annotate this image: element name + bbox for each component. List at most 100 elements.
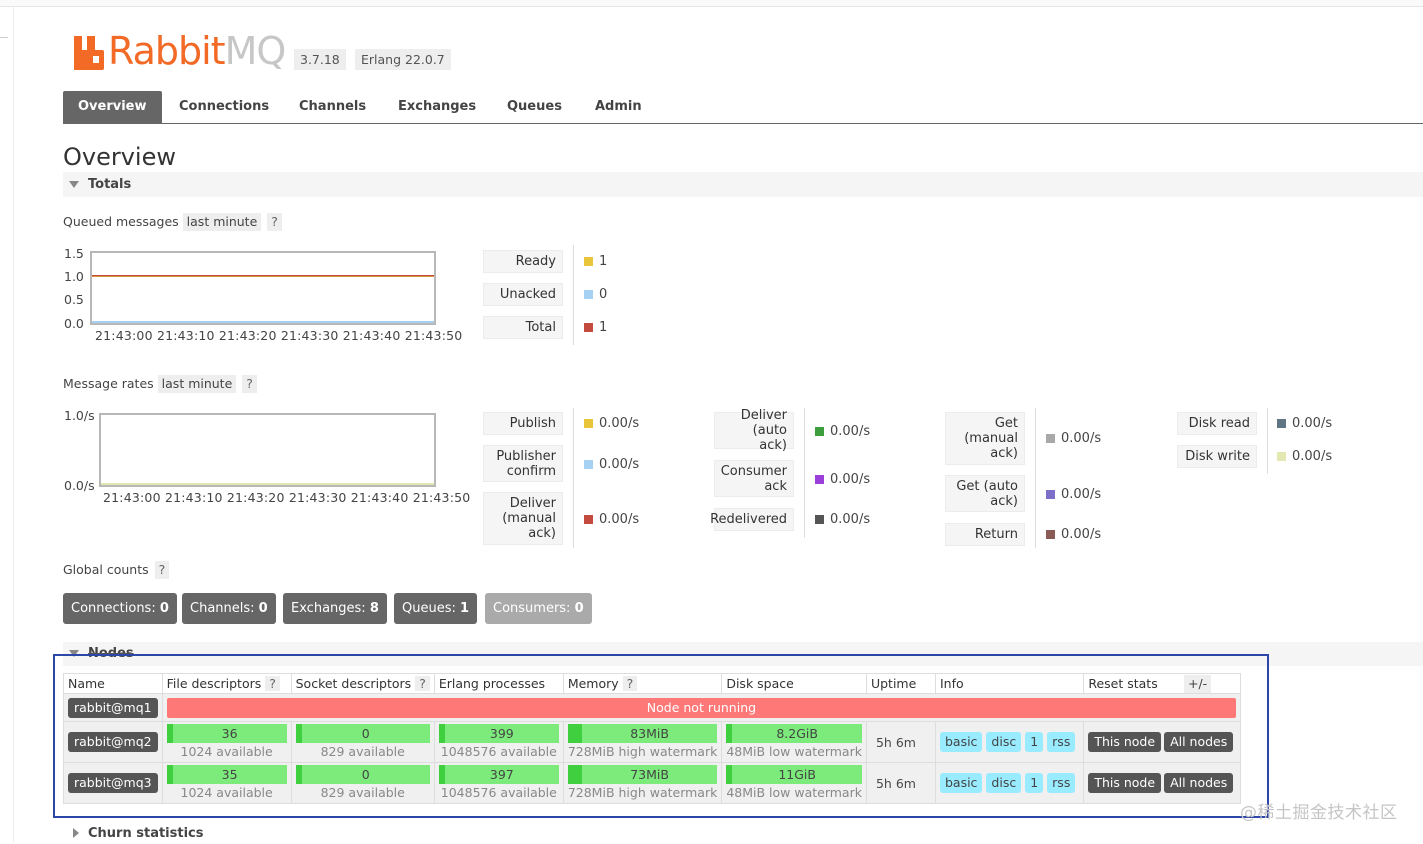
rates-help-icon[interactable]: ? bbox=[242, 375, 257, 393]
queued-messages-label: Queued messages last minute? bbox=[63, 213, 282, 231]
legend-consumer-ack: Consumer ack bbox=[714, 460, 794, 497]
legend-deliver-manual: Deliver (manual ack) bbox=[483, 492, 563, 545]
info-disc-badge[interactable]: disc bbox=[986, 732, 1022, 752]
rabbitmq-logo-icon bbox=[74, 36, 104, 70]
ep-available: 1048576 available bbox=[440, 785, 557, 800]
collapse-triangle-icon bbox=[69, 180, 79, 188]
reset-this-node-button[interactable]: This node bbox=[1088, 732, 1162, 752]
nodes-table: Name File descriptors? Socket descriptor… bbox=[63, 673, 1242, 804]
queued-ytick: 0.5 bbox=[64, 292, 84, 307]
tab-connections[interactable]: Connections bbox=[179, 99, 270, 114]
tab-queues[interactable]: Queues bbox=[507, 99, 562, 114]
disk-write-rate: 0.00/s bbox=[1277, 449, 1332, 464]
redelivered-rate: 0.00/s bbox=[815, 512, 870, 527]
reset-this-node-button[interactable]: This node bbox=[1088, 773, 1162, 793]
sd-bar: 0 bbox=[295, 765, 430, 784]
exchanges-count-button[interactable]: Exchanges: 8 bbox=[283, 593, 387, 624]
columns-toggle-button[interactable]: +/- bbox=[1184, 675, 1212, 693]
memory-help-icon[interactable]: ? bbox=[622, 676, 638, 691]
get-manual-rate: 0.00/s bbox=[1046, 431, 1101, 446]
totals-section-header[interactable]: Totals bbox=[63, 172, 1423, 197]
col-reset-stats: Reset stats bbox=[1083, 673, 1242, 694]
deliver-auto-rate: 0.00/s bbox=[815, 424, 870, 439]
tab-exchanges[interactable]: Exchanges bbox=[398, 99, 477, 114]
totals-title: Totals bbox=[88, 177, 132, 192]
fd-available: 1024 available bbox=[180, 744, 273, 759]
unacked-value: 0 bbox=[584, 287, 607, 302]
legend-publisher-confirm: Publisher confirm bbox=[483, 445, 563, 482]
legend-return: Return bbox=[945, 523, 1025, 546]
table-row: rabbit@mq3 35 1024 available 0 829 availab… bbox=[63, 762, 1242, 804]
get-auto-rate: 0.00/s bbox=[1046, 487, 1101, 502]
version-badge: 3.7.18 bbox=[294, 49, 346, 70]
queued-help-icon[interactable]: ? bbox=[267, 213, 282, 231]
reset-all-nodes-button[interactable]: All nodes bbox=[1164, 773, 1234, 793]
sd-help-icon[interactable]: ? bbox=[415, 676, 430, 691]
node-name-link[interactable]: rabbit@mq3 bbox=[68, 773, 158, 793]
queued-ytick: 0.0 bbox=[64, 316, 84, 331]
ep-bar: 397 bbox=[438, 765, 559, 784]
node-not-running-banner: Node not running bbox=[166, 697, 1237, 718]
ep-bar: 399 bbox=[438, 724, 559, 743]
node-name-link[interactable]: rabbit@mq1 bbox=[68, 697, 158, 718]
tab-channels[interactable]: Channels bbox=[299, 99, 367, 114]
rates-ytick: 1.0/s bbox=[64, 408, 95, 423]
info-basic-badge[interactable]: basic bbox=[939, 773, 983, 793]
col-file-descriptors: File descriptors? bbox=[161, 673, 292, 694]
queued-messages-chart bbox=[90, 251, 436, 325]
tab-overview[interactable]: Overview bbox=[63, 91, 162, 123]
disk-watermark: 48MiB low watermark bbox=[726, 785, 862, 800]
info-rss-badge[interactable]: rss bbox=[1047, 732, 1076, 752]
unacked-series-line bbox=[92, 321, 434, 323]
churn-section-header[interactable]: Churn statistics bbox=[63, 824, 1423, 844]
consumers-count-button[interactable]: Consumers: 0 bbox=[485, 593, 592, 624]
legend-redelivered: Redelivered bbox=[710, 508, 794, 531]
legend-deliver-auto: Deliver (auto ack) bbox=[714, 408, 794, 453]
queued-ytick: 1.0 bbox=[64, 269, 84, 284]
global-counts-help-icon[interactable]: ? bbox=[154, 561, 170, 579]
info-count-badge[interactable]: 1 bbox=[1025, 732, 1044, 752]
rates-baseline bbox=[101, 483, 434, 485]
reset-all-nodes-button[interactable]: All nodes bbox=[1164, 732, 1234, 752]
global-counts-label: Global counts? bbox=[63, 561, 170, 579]
page-title: Overview bbox=[63, 143, 176, 171]
memory-watermark: 728MiB high watermark bbox=[567, 785, 718, 800]
publish-rate: 0.00/s bbox=[584, 416, 639, 431]
info-disc-badge[interactable]: disc bbox=[986, 773, 1022, 793]
col-info: Info bbox=[934, 673, 1085, 694]
sd-available: 829 available bbox=[320, 785, 405, 800]
info-basic-badge[interactable]: basic bbox=[939, 732, 983, 752]
browser-top-strip bbox=[0, 0, 1423, 7]
rabbitmq-logo[interactable]: RabbitMQ bbox=[74, 29, 287, 73]
consumer-ack-rate: 0.00/s bbox=[815, 472, 870, 487]
fd-help-icon[interactable]: ? bbox=[265, 676, 280, 691]
col-disk-space: Disk space bbox=[721, 673, 867, 694]
info-rss-badge[interactable]: rss bbox=[1047, 773, 1076, 793]
queued-ytick: 1.5 bbox=[64, 246, 84, 261]
node-name-link[interactable]: rabbit@mq2 bbox=[68, 732, 158, 752]
brand-suffix: MQ bbox=[224, 29, 287, 73]
highlight-frame bbox=[53, 654, 1269, 818]
collapse-triangle-icon bbox=[69, 649, 79, 657]
rates-ytick: 0.0/s bbox=[64, 478, 95, 493]
ep-available: 1048576 available bbox=[440, 744, 557, 759]
legend-total: Total bbox=[483, 316, 563, 339]
tab-admin[interactable]: Admin bbox=[595, 99, 642, 114]
col-uptime: Uptime bbox=[865, 673, 936, 694]
rates-period-selector[interactable]: last minute bbox=[157, 375, 237, 393]
table-row: rabbit@mq2 36 1024 available 0 829 availab… bbox=[63, 721, 1242, 763]
connections-count-button[interactable]: Connections: 0 bbox=[63, 593, 177, 624]
message-rates-label: Message rates last minute? bbox=[63, 375, 257, 393]
expand-triangle-icon bbox=[73, 828, 79, 838]
col-name: Name bbox=[63, 673, 163, 694]
message-rates-chart bbox=[99, 413, 436, 487]
channels-count-button[interactable]: Channels: 0 bbox=[182, 593, 276, 624]
watermark: @稀土掘金技术社区 bbox=[1240, 803, 1398, 823]
publisher-confirm-rate: 0.00/s bbox=[584, 457, 639, 472]
info-count-badge[interactable]: 1 bbox=[1025, 773, 1044, 793]
fd-bar: 35 bbox=[166, 765, 287, 784]
sd-available: 829 available bbox=[320, 744, 405, 759]
main-tabs: Overview Connections Channels Exchanges … bbox=[63, 91, 1423, 124]
queues-count-button[interactable]: Queues: 1 bbox=[394, 593, 478, 624]
queued-period-selector[interactable]: last minute bbox=[182, 213, 262, 231]
